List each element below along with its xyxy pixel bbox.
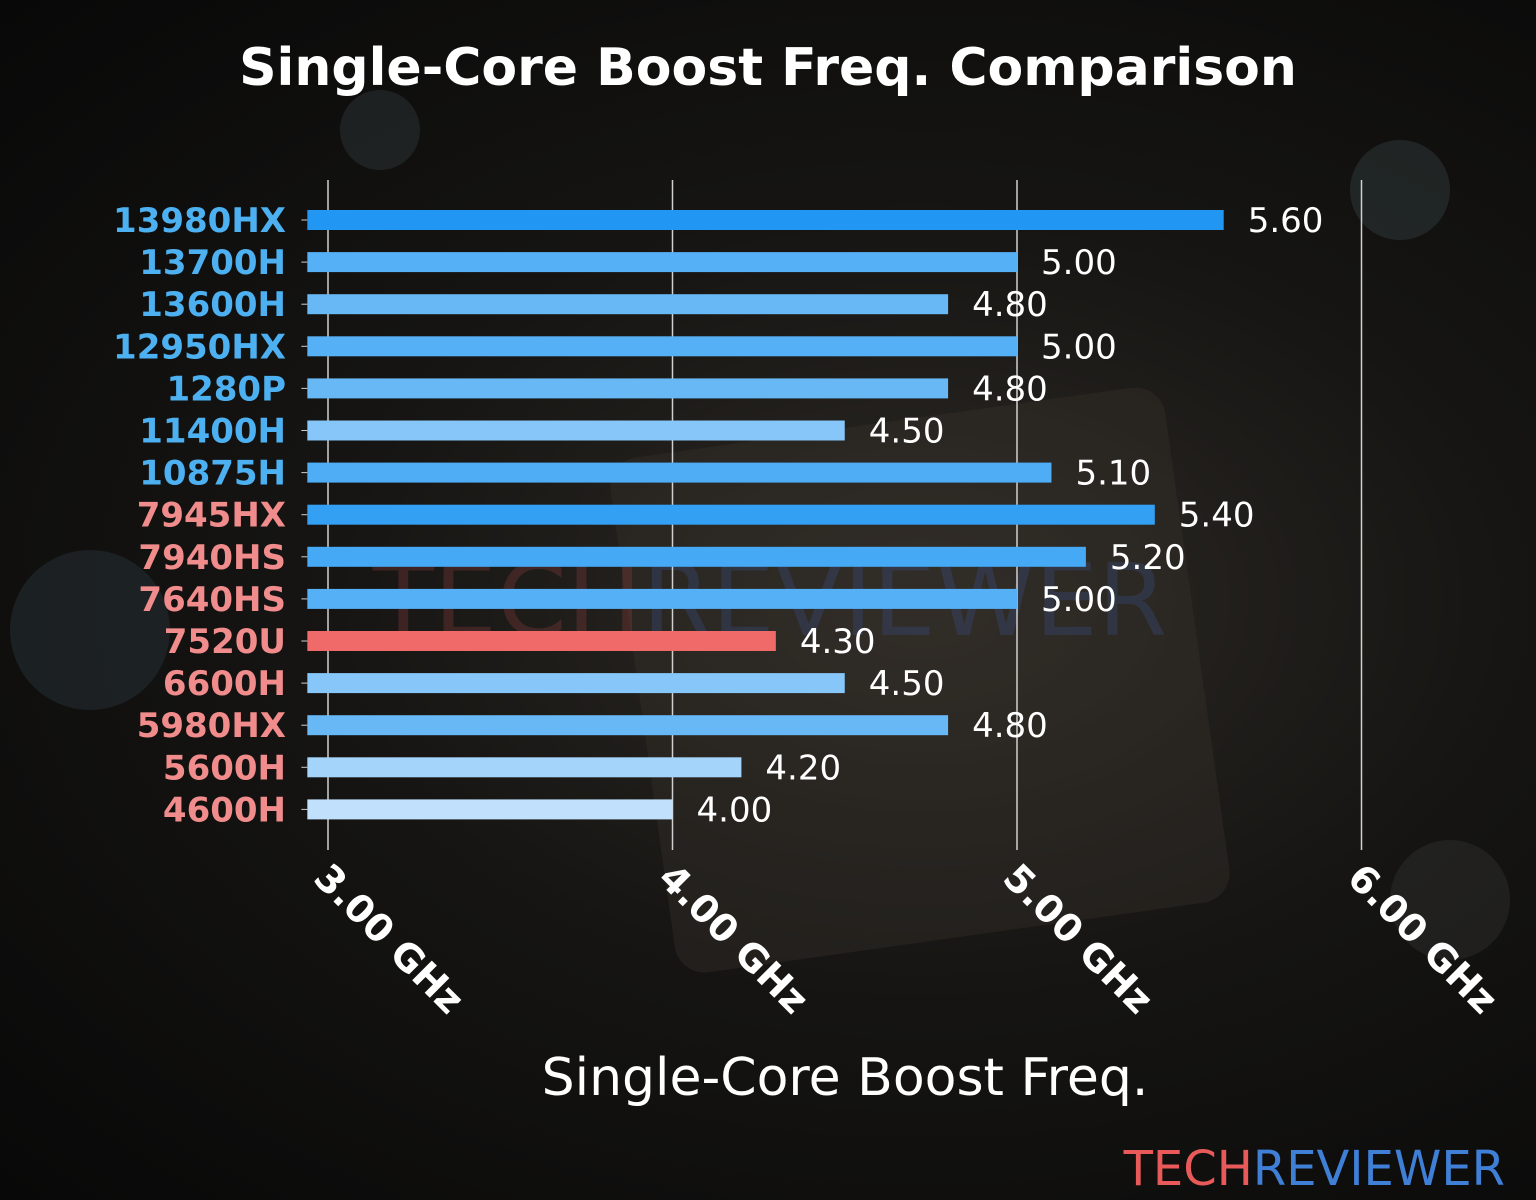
bar [307, 504, 1155, 525]
category-label: 7940HS [138, 538, 286, 578]
category-label: 7520U [164, 622, 286, 662]
category-label: 10875H [139, 454, 286, 494]
value-label: 5.40 [1179, 496, 1255, 536]
category-label: 1280P [166, 369, 286, 409]
background-photo [10, 90, 1510, 973]
chart-title: Single-Core Boost Freq. Comparison [239, 38, 1297, 98]
value-label: 4.30 [800, 622, 876, 662]
x-axis-label: Single-Core Boost Freq. [542, 1048, 1149, 1108]
bar [307, 799, 673, 820]
category-label: 13980HX [113, 201, 286, 241]
bar [307, 294, 949, 315]
category-label: 7640HS [138, 580, 286, 620]
category-label: 6600H [163, 664, 286, 704]
bars: 13980HX 5.60 13700H 5.00 13600H 4.80 12950HX 5.… [113, 201, 1323, 830]
bar [307, 546, 1086, 567]
category-label: 5980HX [137, 706, 286, 746]
value-label: 5.20 [1110, 538, 1186, 578]
bar [307, 462, 1052, 483]
value-label: 4.00 [697, 790, 773, 830]
value-label: 5.10 [1075, 454, 1151, 494]
bar [307, 757, 742, 778]
bar [307, 631, 776, 651]
category-label: 13700H [139, 243, 286, 283]
value-label: 4.80 [972, 285, 1048, 325]
value-label: 4.50 [869, 664, 945, 704]
value-label: 5.00 [1041, 580, 1117, 620]
category-label: 7945HX [137, 496, 286, 536]
logo-tech: TECH [1123, 1141, 1253, 1197]
logo-reviewer: REVIEWER [1253, 1141, 1505, 1197]
bar [307, 588, 1018, 609]
category-label: 13600H [139, 285, 286, 325]
value-label: 4.20 [765, 748, 841, 788]
bar [307, 673, 845, 694]
bar [307, 210, 1224, 230]
bar [307, 715, 949, 736]
x-tick-label: 3.00 GHz [306, 855, 473, 1022]
bar [307, 378, 949, 399]
bar [307, 336, 1018, 357]
bar [307, 420, 845, 441]
category-label: 12950HX [113, 327, 286, 367]
logo: TECHREVIEWER [1123, 1141, 1505, 1197]
value-label: 5.00 [1041, 243, 1117, 283]
category-label: 11400H [139, 412, 286, 452]
value-label: 5.60 [1248, 201, 1324, 241]
bar [307, 252, 1018, 273]
value-label: 5.00 [1041, 327, 1117, 367]
category-label: 4600H [163, 790, 286, 830]
value-label: 4.80 [972, 706, 1048, 746]
value-label: 4.80 [972, 369, 1048, 409]
category-label: 5600H [163, 748, 286, 788]
value-label: 4.50 [869, 412, 945, 452]
